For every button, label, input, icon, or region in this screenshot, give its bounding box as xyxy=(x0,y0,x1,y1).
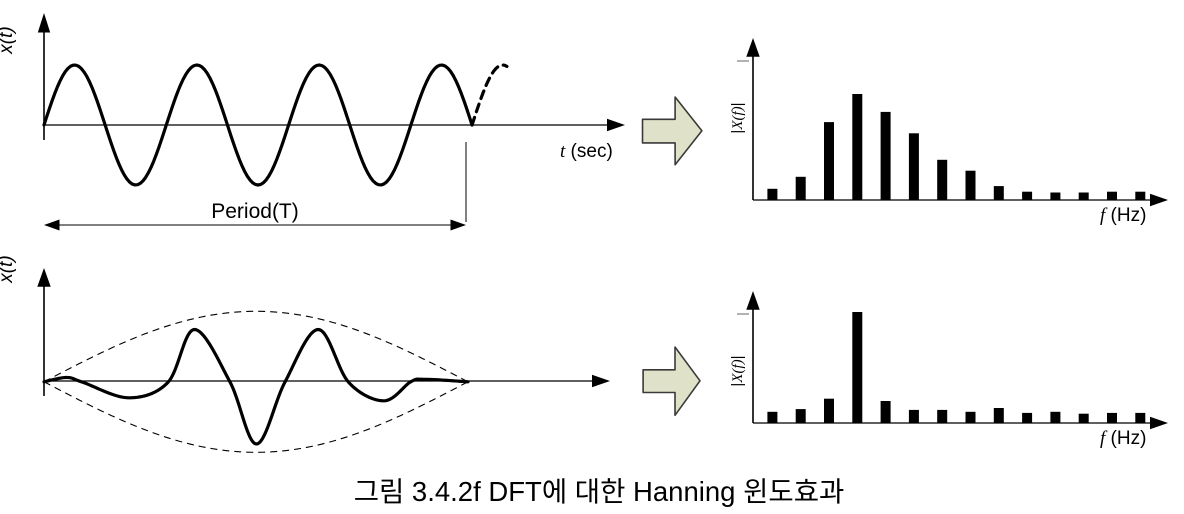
svg-text:Period(T): Period(T) xyxy=(211,200,299,223)
svg-text:x(t): x(t) xyxy=(0,255,17,283)
svg-text:f (Hz): f (Hz) xyxy=(1100,205,1146,226)
svg-text:x(t): x(t) xyxy=(0,26,17,54)
svg-text:그림 3.4.2f DFT에 대한 Hanning 윈도효과: 그림 3.4.2f DFT에 대한 Hanning 윈도효과 xyxy=(354,476,845,507)
svg-text:|X(f)|: |X(f)| xyxy=(729,102,746,133)
svg-text:|X(f)|: |X(f)| xyxy=(729,355,746,386)
svg-text:t (sec): t (sec) xyxy=(560,141,613,162)
svg-text:f (Hz): f (Hz) xyxy=(1100,428,1146,449)
